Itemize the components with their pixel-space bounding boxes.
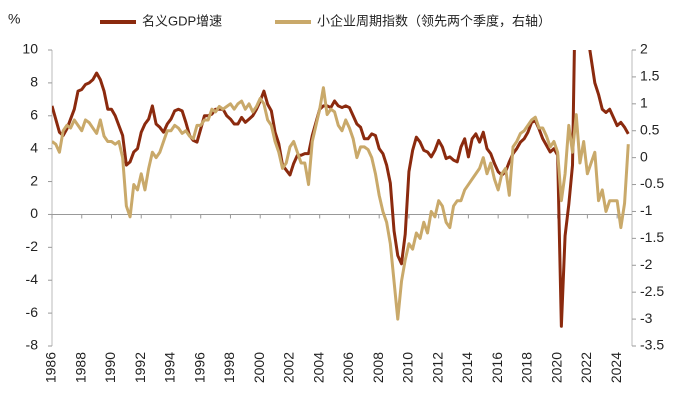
y2-tick-label: -3.5 [640,337,664,353]
y2-tick-label: 1 [640,95,648,111]
y-tick-label: 0 [30,205,38,221]
legend-label: 小企业周期指数（领先两个季度，右轴） [317,13,551,28]
x-tick-label: 1998 [221,352,237,383]
y-tick-label: 2 [30,172,38,188]
x-tick-label: 2010 [400,352,416,383]
x-tick-label: 1988 [72,352,88,383]
x-tick-label: 2024 [608,352,624,383]
x-tick-label: 1992 [132,352,148,383]
x-tick-label: 2008 [370,352,386,383]
y-tick-label: 4 [30,139,38,155]
y2-tick-label: -2 [640,256,653,272]
y-tick-label: -6 [26,304,39,320]
x-tick-label: 2006 [340,352,356,383]
y2-tick-label: 2 [640,41,648,57]
x-tick-label: 2000 [251,352,267,383]
x-tick-label: 1994 [162,352,178,383]
x-tick-label: 2014 [459,352,475,383]
x-tick-label: 1990 [102,352,118,383]
x-tick-label: 1986 [43,352,59,383]
y2-tick-label: -0.5 [640,175,664,191]
y-tick-label: 6 [30,106,38,122]
y2-tick-label: 0 [640,148,648,164]
y2-tick-label: -3 [640,310,653,326]
series-line [52,86,630,321]
x-tick-label: 2016 [489,352,505,383]
x-tick-label: 2020 [548,352,564,383]
x-tick-label: 2018 [519,352,535,383]
y2-tick-label: -1.5 [640,229,664,245]
y-tick-label: -2 [26,238,39,254]
y2-tick-label: -1 [640,202,653,218]
x-tick-label: 2004 [310,352,326,383]
x-tick-label: 2002 [281,352,297,383]
legend-label: 名义GDP增速 [142,13,222,28]
y-tick-label: 10 [22,41,38,57]
x-tick-label: 2022 [578,352,594,383]
series-line [52,50,630,328]
y2-tick-label: -2.5 [640,283,664,299]
x-tick-label: 2012 [429,352,445,383]
y-tick-label: -4 [26,271,39,287]
y-tick-label: -8 [26,337,39,353]
y2-tick-label: 1.5 [640,68,660,84]
x-tick-label: 1996 [191,352,207,383]
y-unit: % [8,11,20,27]
y2-tick-label: 0.5 [640,121,660,137]
y-tick-label: 8 [30,74,38,90]
